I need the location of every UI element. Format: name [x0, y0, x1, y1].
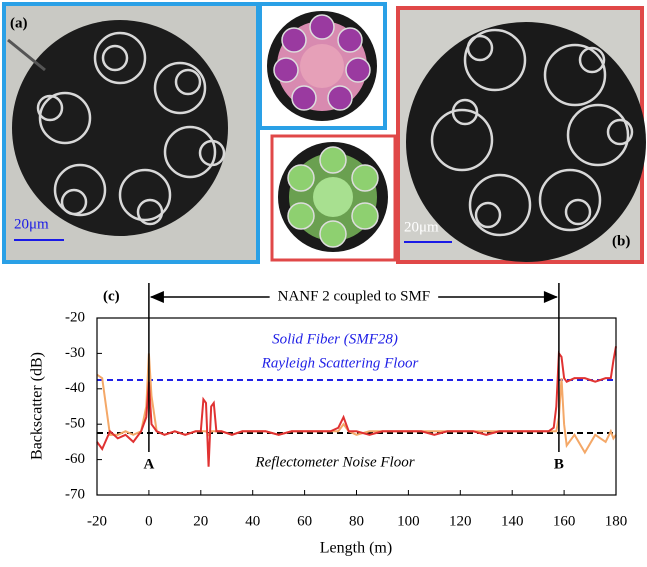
y-tick-label: -50	[65, 416, 85, 432]
x-tick-label: 120	[449, 513, 472, 529]
x-tick-label: 40	[245, 513, 260, 529]
scale-label: 20μm	[14, 216, 49, 232]
x-tick-label: 140	[501, 513, 524, 529]
y-tick-label: -60	[65, 451, 85, 467]
inset-top	[260, 4, 385, 128]
x-tick-label: 100	[397, 513, 420, 529]
x-tick-label: -20	[87, 513, 107, 529]
scale-label: 20μm	[404, 219, 439, 235]
y-tick-label: -30	[65, 345, 85, 361]
panel-a: (a) 20μm	[4, 4, 258, 262]
panel-label: (c)	[103, 288, 120, 304]
y-tick-label: -20	[65, 309, 85, 325]
panel-b: (b) 20μm	[398, 8, 646, 262]
x-tick-label: 160	[553, 513, 576, 529]
y-tick-label: -70	[65, 486, 85, 502]
figure: (a) 20μm (	[0, 0, 647, 567]
span-label: NANF 2 coupled to SMF	[278, 288, 431, 304]
panel-label: (b)	[612, 233, 630, 249]
panel-label: (a)	[10, 15, 28, 31]
marker-label: A	[143, 456, 154, 472]
x-tick-label: 80	[349, 513, 364, 529]
reference-label: Solid Fiber (SMF28)	[272, 331, 398, 347]
y-axis-label: Backscatter (dB)	[29, 352, 46, 460]
x-tick-label: 60	[297, 513, 312, 529]
y-tick-label: -40	[65, 380, 85, 396]
arrow-head	[150, 291, 164, 303]
x-tick-label: 180	[605, 513, 628, 529]
marker-label: B	[554, 456, 564, 472]
arrow-head	[544, 291, 558, 303]
x-axis-label: Length (m)	[320, 540, 392, 557]
reference-label: Rayleigh Scattering Floor	[261, 355, 419, 371]
reference-label: Reflectometer Noise Floor	[254, 454, 414, 470]
x-tick-label: 0	[145, 513, 153, 529]
x-tick-label: 20	[193, 513, 208, 529]
inset-bottom	[272, 136, 395, 260]
